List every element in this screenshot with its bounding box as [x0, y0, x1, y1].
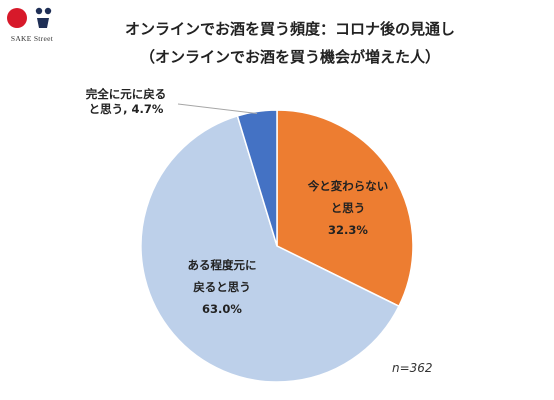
leader-line [177, 103, 258, 114]
pie-slice-2-label-line-2: 戻ると思う [192, 280, 251, 294]
pie-slice-1 [276, 109, 414, 308]
logo-text: SAKE Street [10, 34, 54, 43]
sake-street-logo: SAKE Street [4, 4, 60, 50]
pie-slice-1-label-line-1: 今と変わらない [307, 179, 389, 193]
pie-slice-1-label-line-2: と思う [331, 201, 366, 215]
pie-slice-2-label-line-1: ある程度元に [188, 258, 257, 272]
chart-subtitle: （オンラインでお酒を買う機会が増えた人） [139, 48, 440, 66]
pie-slice-3-label-line-1: 完全に元に戻る [86, 87, 167, 101]
pie-slice-3-label-line-2: と思う, 4.7% [89, 102, 164, 116]
pie-slice-2 [140, 114, 400, 383]
pie-slice-1-label-line-3: 32.3% [328, 223, 368, 237]
pie-slice-2-label-line-3: 63.0% [202, 302, 242, 316]
pie-slice-3 [236, 109, 278, 247]
logo-mark-icon [7, 7, 52, 28]
sample-size-label: n=362 [392, 361, 433, 375]
chart-title: オンラインでお酒を買う頻度：コロナ後の見通し [124, 20, 455, 38]
